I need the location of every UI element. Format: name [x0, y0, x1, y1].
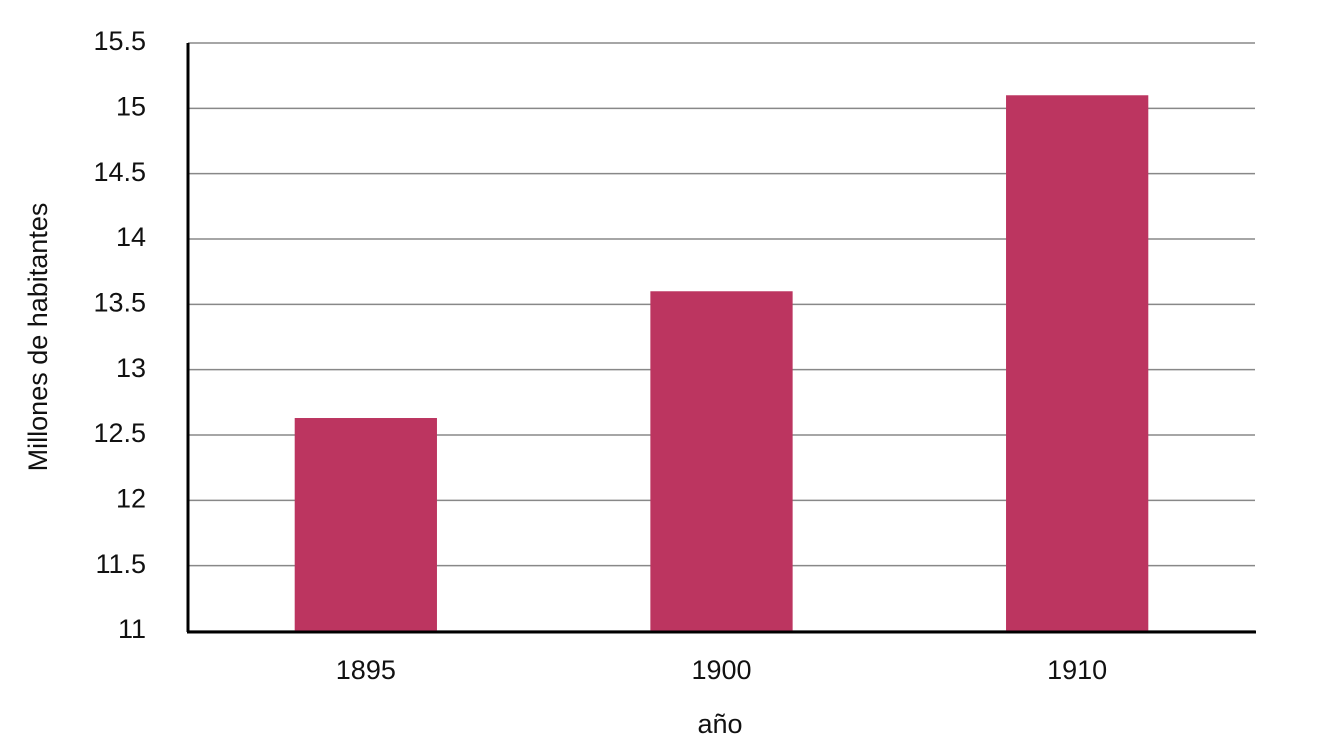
bar	[294, 418, 437, 631]
x-axis-label: año	[697, 709, 742, 739]
x-tick-label: 1895	[336, 655, 396, 685]
x-tick-label: 1900	[691, 655, 751, 685]
plot-area: 11 11.5 12 12.5 13 13.5 14 14.5 15 15.5 1895 1900 19…	[93, 26, 1255, 685]
bar	[650, 291, 793, 631]
y-tick-label: 14	[116, 222, 146, 252]
y-tick-label: 12.5	[93, 418, 146, 448]
y-tick-label: 15	[116, 91, 146, 121]
y-tick-label: 12	[116, 483, 146, 513]
bar	[1006, 95, 1149, 632]
y-tick-label: 14.5	[93, 157, 146, 187]
x-tick-label: 1910	[1047, 655, 1107, 685]
y-tick-label: 13	[116, 353, 146, 383]
y-tick-label: 11.5	[95, 549, 146, 579]
y-axis-label: Millones de habitantes	[23, 203, 53, 472]
y-tick-label: 13.5	[93, 287, 146, 317]
y-tick-label: 11	[118, 614, 146, 644]
y-tick-label: 15.5	[93, 26, 146, 56]
